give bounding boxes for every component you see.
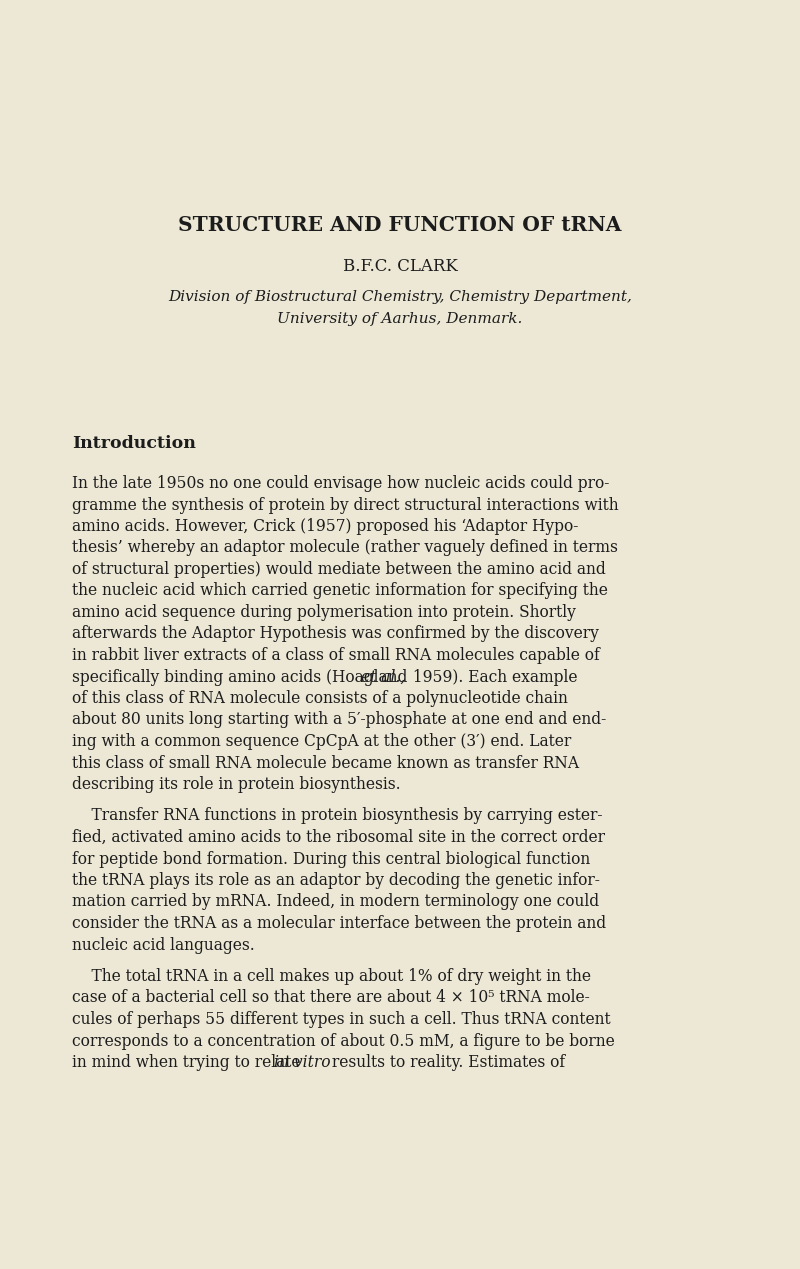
Text: In the late 1950s no one could envisage how nucleic acids could pro-: In the late 1950s no one could envisage … (72, 475, 610, 492)
Text: for peptide bond formation. During this central biological function: for peptide bond formation. During this … (72, 850, 590, 868)
Text: 1959). Each example: 1959). Each example (408, 669, 578, 685)
Text: afterwards the Adaptor Hypothesis was confirmed by the discovery: afterwards the Adaptor Hypothesis was co… (72, 626, 599, 642)
Text: Transfer RNA functions in protein biosynthesis by carrying ester-: Transfer RNA functions in protein biosyn… (72, 807, 602, 825)
Text: the tRNA plays its role as an adaptor by decoding the genetic infor-: the tRNA plays its role as an adaptor by… (72, 872, 600, 890)
Text: case of a bacterial cell so that there are about 4 × 10⁵ tRNA mole-: case of a bacterial cell so that there a… (72, 990, 590, 1006)
Text: in mind when trying to relate: in mind when trying to relate (72, 1055, 306, 1071)
Text: the nucleic acid which carried genetic information for specifying the: the nucleic acid which carried genetic i… (72, 582, 608, 599)
Text: about 80 units long starting with a 5′-phosphate at one end and end-: about 80 units long starting with a 5′-p… (72, 712, 606, 728)
Text: B.F.C. CLARK: B.F.C. CLARK (342, 258, 458, 275)
Text: The total tRNA in a cell makes up about 1% of dry weight in the: The total tRNA in a cell makes up about … (72, 968, 591, 985)
Text: in vitro: in vitro (274, 1055, 330, 1071)
Text: cules of perhaps 55 different types in such a cell. Thus tRNA content: cules of perhaps 55 different types in s… (72, 1011, 610, 1028)
Text: Introduction: Introduction (72, 435, 196, 452)
Text: this class of small RNA molecule became known as transfer RNA: this class of small RNA molecule became … (72, 755, 579, 772)
Text: ing with a common sequence CpCpA at the other (3′) end. Later: ing with a common sequence CpCpA at the … (72, 733, 571, 750)
Text: consider the tRNA as a molecular interface between the protein and: consider the tRNA as a molecular interfa… (72, 915, 606, 931)
Text: fied, activated amino acids to the ribosomal site in the correct order: fied, activated amino acids to the ribos… (72, 829, 605, 846)
Text: nucleic acid languages.: nucleic acid languages. (72, 937, 254, 953)
Text: of this class of RNA molecule consists of a polynucleotide chain: of this class of RNA molecule consists o… (72, 690, 568, 707)
Text: STRUCTURE AND FUNCTION OF tRNA: STRUCTURE AND FUNCTION OF tRNA (178, 214, 622, 235)
Text: results to reality. Estimates of: results to reality. Estimates of (327, 1055, 566, 1071)
Text: et al.,: et al., (361, 669, 406, 685)
Text: thesis’ whereby an adaptor molecule (rather vaguely defined in terms: thesis’ whereby an adaptor molecule (rat… (72, 539, 618, 557)
Text: specifically binding amino acids (Hoagland: specifically binding amino acids (Hoagla… (72, 669, 412, 685)
Text: corresponds to a concentration of about 0.5 mM, a figure to be borne: corresponds to a concentration of about … (72, 1033, 614, 1049)
Text: amino acids. However, Crick (1957) proposed his ‘Adaptor Hypo-: amino acids. However, Crick (1957) propo… (72, 518, 578, 536)
Text: of structural properties) would mediate between the amino acid and: of structural properties) would mediate … (72, 561, 606, 577)
Text: University of Aarhus, Denmark.: University of Aarhus, Denmark. (278, 312, 522, 326)
Text: describing its role in protein biosynthesis.: describing its role in protein biosynthe… (72, 777, 401, 793)
Text: mation carried by mRNA. Indeed, in modern terminology one could: mation carried by mRNA. Indeed, in moder… (72, 893, 599, 910)
Text: amino acid sequence during polymerisation into protein. Shortly: amino acid sequence during polymerisatio… (72, 604, 576, 621)
Text: in rabbit liver extracts of a class of small RNA molecules capable of: in rabbit liver extracts of a class of s… (72, 647, 600, 664)
Text: gramme the synthesis of protein by direct structural interactions with: gramme the synthesis of protein by direc… (72, 496, 618, 514)
Text: Division of Biostructural Chemistry, Chemistry Department,: Division of Biostructural Chemistry, Che… (168, 291, 632, 305)
